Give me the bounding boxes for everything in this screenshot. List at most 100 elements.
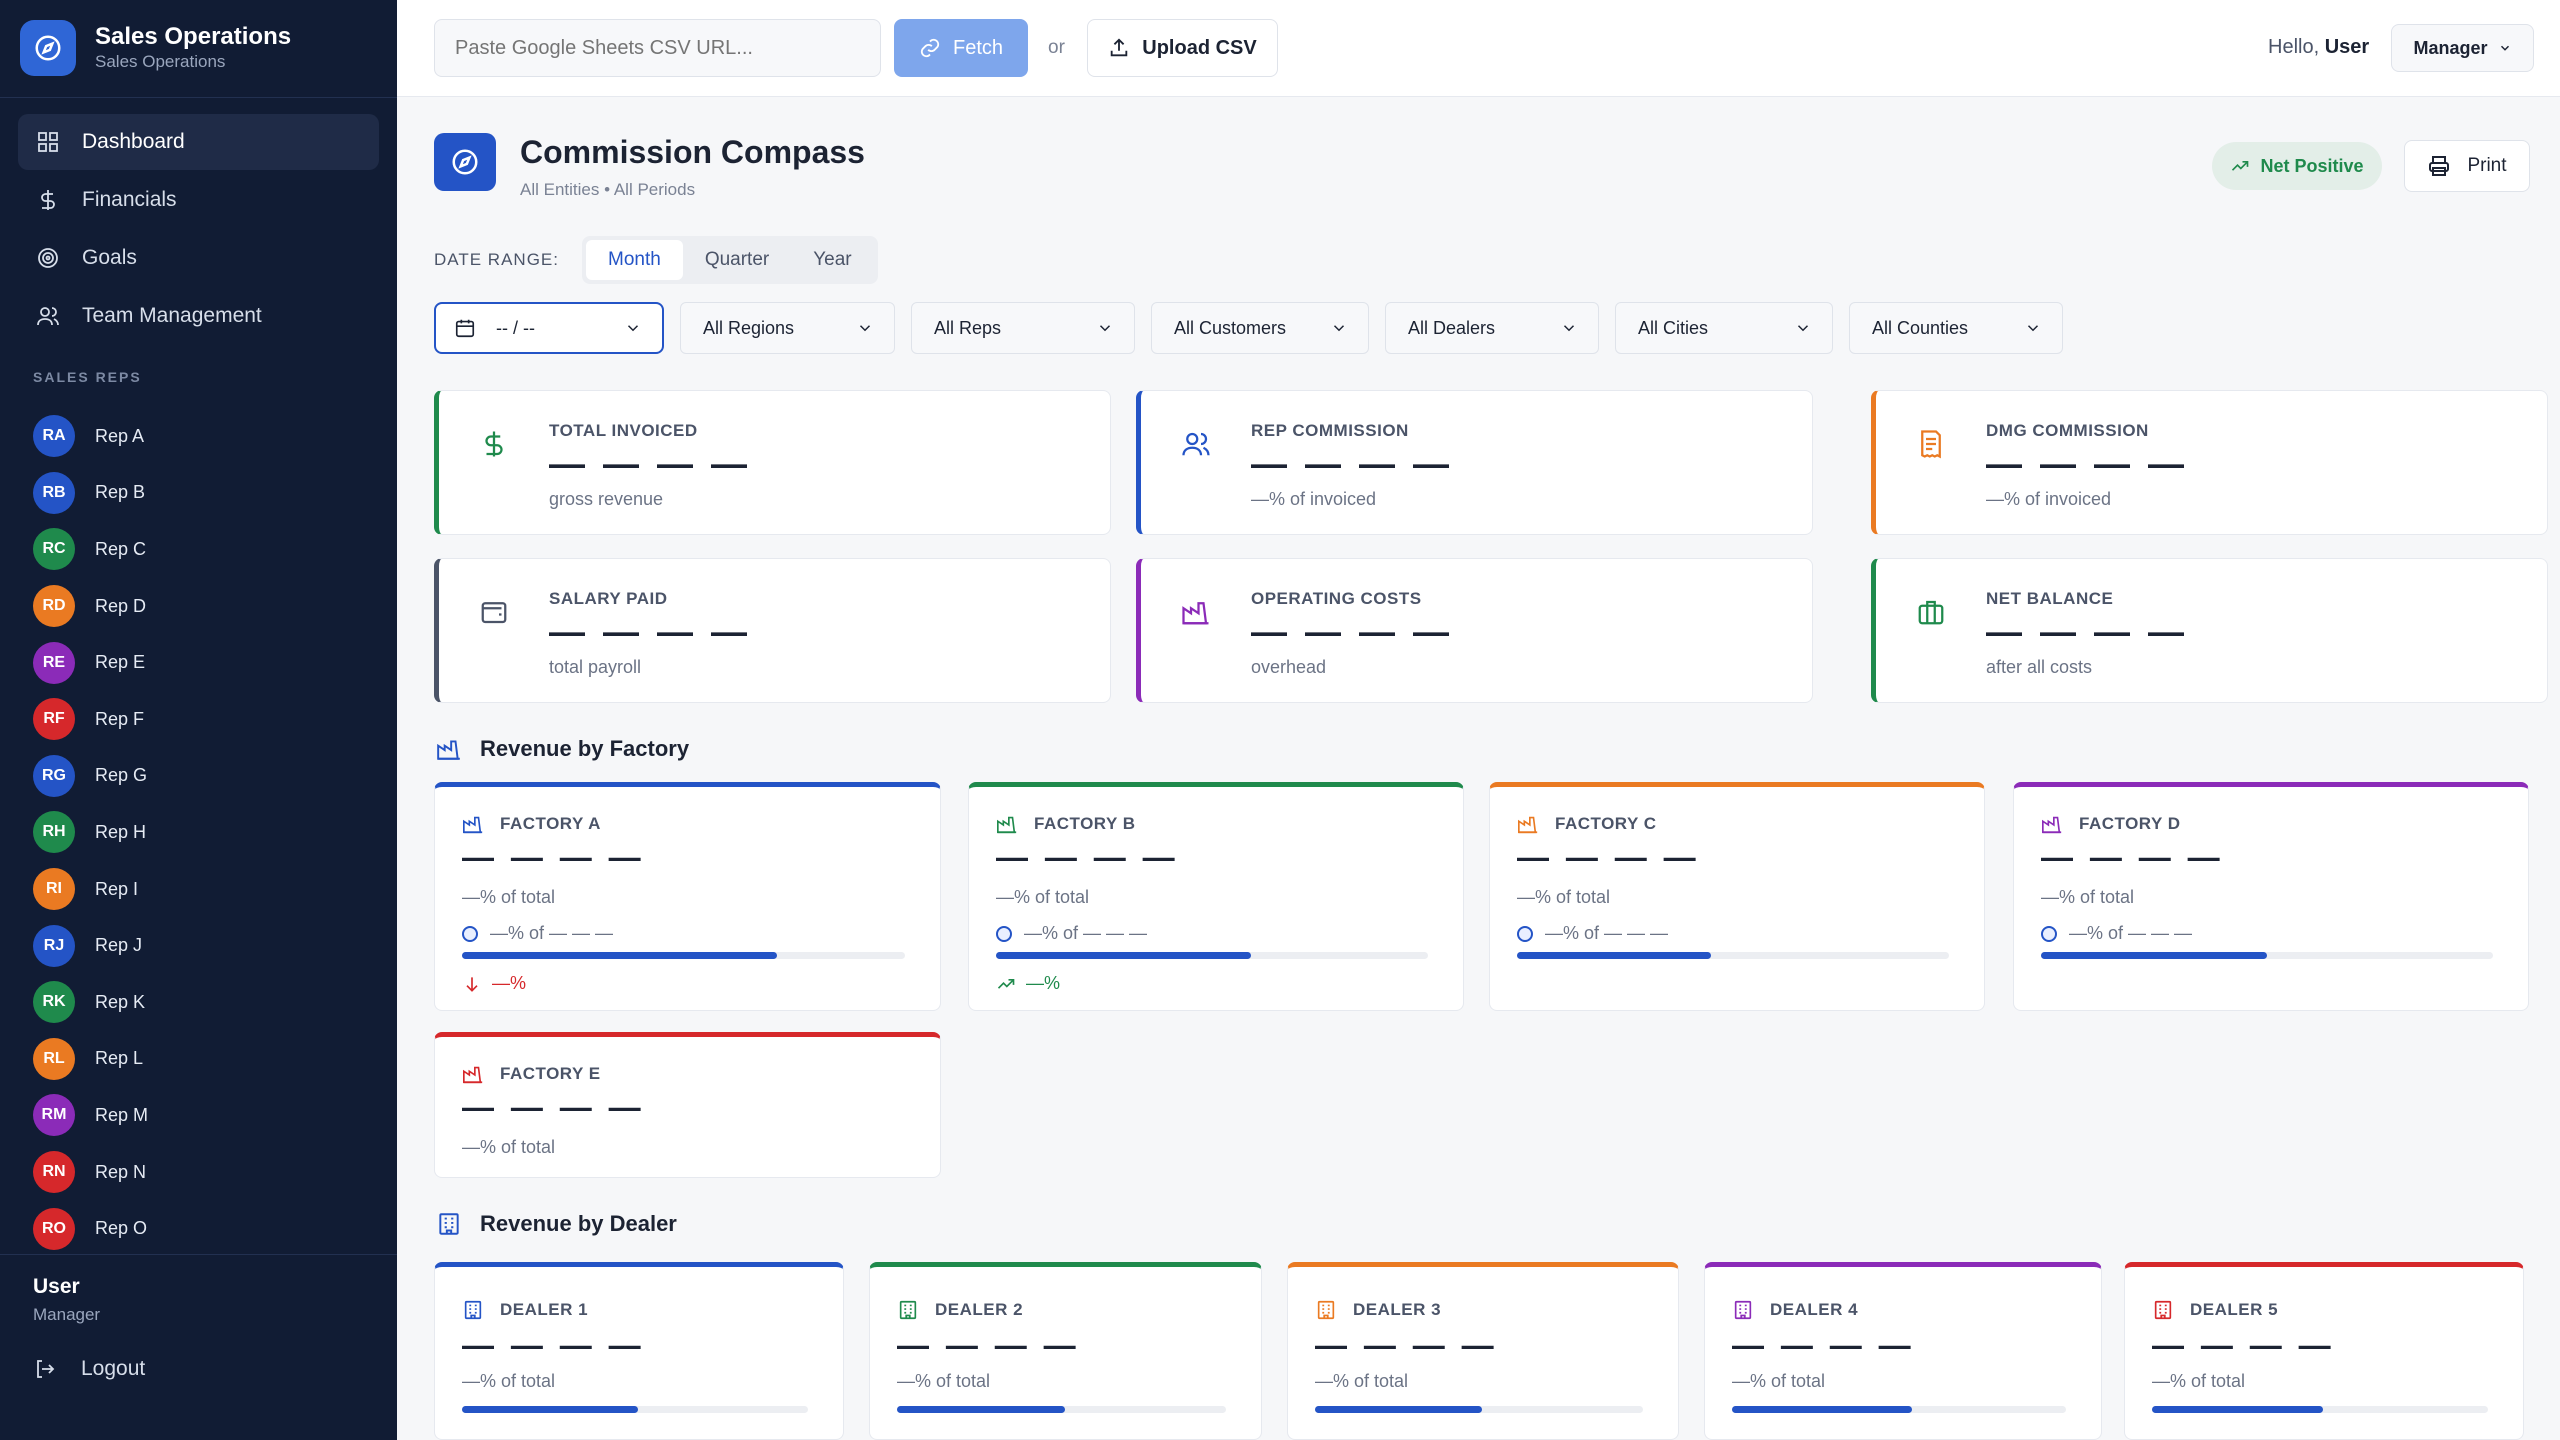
csv-url-input[interactable]	[434, 19, 881, 77]
kpi-label: REP COMMISSION	[1251, 421, 1409, 440]
chevron-down-icon	[2024, 319, 2042, 337]
building-icon	[2152, 1299, 2174, 1321]
dealer-value: — — — —	[897, 1327, 1080, 1363]
date-range-year[interactable]: Year	[813, 249, 852, 270]
avatar: RA	[33, 415, 75, 458]
dealer-card[interactable]: DEALER 4 — — — — —% of total	[1704, 1262, 2102, 1440]
kpi-value: — — — —	[1251, 611, 1454, 652]
trending-up-icon	[2230, 156, 2250, 176]
kpi-label: OPERATING COSTS	[1251, 589, 1422, 608]
dealer-filter[interactable]: All Dealers	[1385, 302, 1599, 354]
dealer-card[interactable]: DEALER 2 — — — — —% of total	[869, 1262, 1262, 1440]
sidebar: Sales Operations Sales Operations Dashbo…	[0, 0, 397, 1440]
factory-share: —% of — — —	[996, 923, 1147, 944]
factory-card[interactable]: FACTORY A — — — — —% of total —% of — — — —%	[434, 782, 941, 1011]
factory-card[interactable]: FACTORY B — — — — —% of total —% of — — — —%	[968, 782, 1464, 1011]
rep-name: Rep J	[95, 935, 143, 956]
print-button[interactable]: Print	[2404, 140, 2530, 192]
dealer-card[interactable]: DEALER 3 — — — — —% of total	[1287, 1262, 1679, 1440]
kpi-value: — — — —	[1986, 443, 2189, 484]
factory-name: FACTORY A	[500, 814, 601, 833]
avatar: RI	[33, 868, 75, 911]
sidebar-item-dashboard[interactable]: Dashboard	[18, 114, 379, 170]
factory-icon	[462, 1063, 484, 1085]
rep-list-item[interactable]: RH Rep H	[33, 804, 148, 861]
reps-list: RA Rep A RB Rep B RC Rep C RD Rep D RE Rep E RF Rep…	[33, 408, 148, 1257]
factory-value: — — — —	[462, 839, 645, 875]
date-range-quarter[interactable]: Quarter	[704, 249, 770, 270]
date-range-month[interactable]: Month	[586, 240, 683, 280]
logout-button[interactable]: Logout	[33, 1355, 145, 1383]
rep-list-item[interactable]: RB Rep B	[33, 465, 148, 522]
upload-label: Upload CSV	[1142, 36, 1257, 59]
rep-list-item[interactable]: RM Rep M	[33, 1087, 148, 1144]
rep-list-item[interactable]: RJ Rep J	[33, 917, 148, 974]
rep-list-item[interactable]: RC Rep C	[33, 521, 148, 578]
rep-list-item[interactable]: RK Rep K	[33, 974, 148, 1031]
avatar: RF	[33, 698, 75, 741]
fetch-button[interactable]: Fetch	[894, 19, 1028, 77]
rep-list-item[interactable]: RO Rep O	[33, 1200, 148, 1257]
region-filter[interactable]: All Regions	[680, 302, 895, 354]
chevron-down-icon	[624, 319, 642, 337]
dealer-card[interactable]: DEALER 5 — — — — —% of total	[2124, 1262, 2524, 1440]
dealer-value: — — — —	[462, 1327, 645, 1363]
factory-card[interactable]: FACTORY D — — — — —% of total —% of — — —	[2013, 782, 2529, 1011]
rep-list-item[interactable]: RD Rep D	[33, 578, 148, 635]
sidebar-item-financials[interactable]: Financials	[18, 172, 379, 228]
page-subtitle: All Entities • All Periods	[520, 180, 696, 199]
rep-filter-value: All Reps	[934, 317, 1002, 338]
link-icon	[919, 37, 941, 59]
greeting-user: User	[2324, 36, 2370, 58]
rep-list-item[interactable]: RE Rep E	[33, 634, 148, 691]
dealer-percent: —% of total	[462, 1371, 556, 1391]
factory-card[interactable]: FACTORY C — — — — —% of total —% of — — —	[1489, 782, 1985, 1011]
chevron-down-icon	[1794, 319, 1812, 337]
county-filter[interactable]: All Counties	[1849, 302, 2063, 354]
rep-list-item[interactable]: RA Rep A	[33, 408, 148, 465]
radio-icon	[462, 925, 478, 942]
rep-list-item[interactable]: RL Rep L	[33, 1031, 148, 1088]
avatar: RO	[33, 1207, 75, 1250]
rep-list-item[interactable]: RN Rep N	[33, 1144, 148, 1201]
kpi-label: NET BALANCE	[1986, 589, 2114, 608]
progress-bar-fill	[462, 1406, 639, 1413]
brand[interactable]: Sales Operations Sales Operations	[20, 20, 291, 76]
target-icon	[34, 244, 62, 272]
dealer-percent: —% of total	[2152, 1371, 2246, 1391]
brand-subtitle: Sales Operations	[95, 52, 226, 71]
kpi-value: — — — —	[549, 611, 752, 652]
logout-label: Logout	[81, 1357, 146, 1380]
customer-filter[interactable]: All Customers	[1151, 302, 1369, 354]
reps-section-title: SALES REPS	[33, 369, 142, 385]
factory-value: — — — —	[2041, 839, 2224, 875]
region-filter-value: All Regions	[703, 317, 795, 338]
sidebar-item-team-management[interactable]: Team Management	[18, 288, 379, 344]
rep-list-item[interactable]: RF Rep F	[33, 691, 148, 748]
dealer-name: DEALER 4	[1770, 1300, 1859, 1319]
rep-list-item[interactable]: RG Rep G	[33, 748, 148, 805]
city-filter[interactable]: All Cities	[1615, 302, 1833, 354]
progress-bar	[1517, 952, 1949, 959]
current-user-role: Manager	[33, 1305, 101, 1324]
progress-bar	[462, 952, 905, 959]
factory-value: — — — —	[1517, 839, 1700, 875]
role-dropdown[interactable]: Manager	[2391, 24, 2534, 72]
current-user-name: User	[33, 1275, 80, 1298]
factory-name: FACTORY B	[1034, 814, 1136, 833]
sidebar-item-goals[interactable]: Goals	[18, 230, 379, 286]
factory-share: —% of — — —	[462, 923, 613, 944]
dealer-percent: —% of total	[1315, 1371, 1409, 1391]
dealer-card[interactable]: DEALER 1 — — — — —% of total	[434, 1262, 844, 1440]
dealer-filter-value: All Dealers	[1408, 317, 1496, 338]
rep-filter[interactable]: All Reps	[911, 302, 1135, 354]
factory-value: — — — —	[462, 1089, 645, 1125]
progress-bar-fill	[1315, 1406, 1483, 1413]
upload-csv-button[interactable]: Upload CSV	[1087, 19, 1278, 77]
date-picker[interactable]: -- / --	[434, 302, 664, 354]
factory-card[interactable]: FACTORY E — — — — —% of total	[434, 1032, 941, 1178]
rep-name: Rep D	[95, 595, 147, 616]
rep-list-item[interactable]: RI Rep I	[33, 861, 148, 918]
dealer-card-header: DEALER 4	[1732, 1299, 1858, 1321]
trend-indicator: —%	[462, 973, 526, 994]
